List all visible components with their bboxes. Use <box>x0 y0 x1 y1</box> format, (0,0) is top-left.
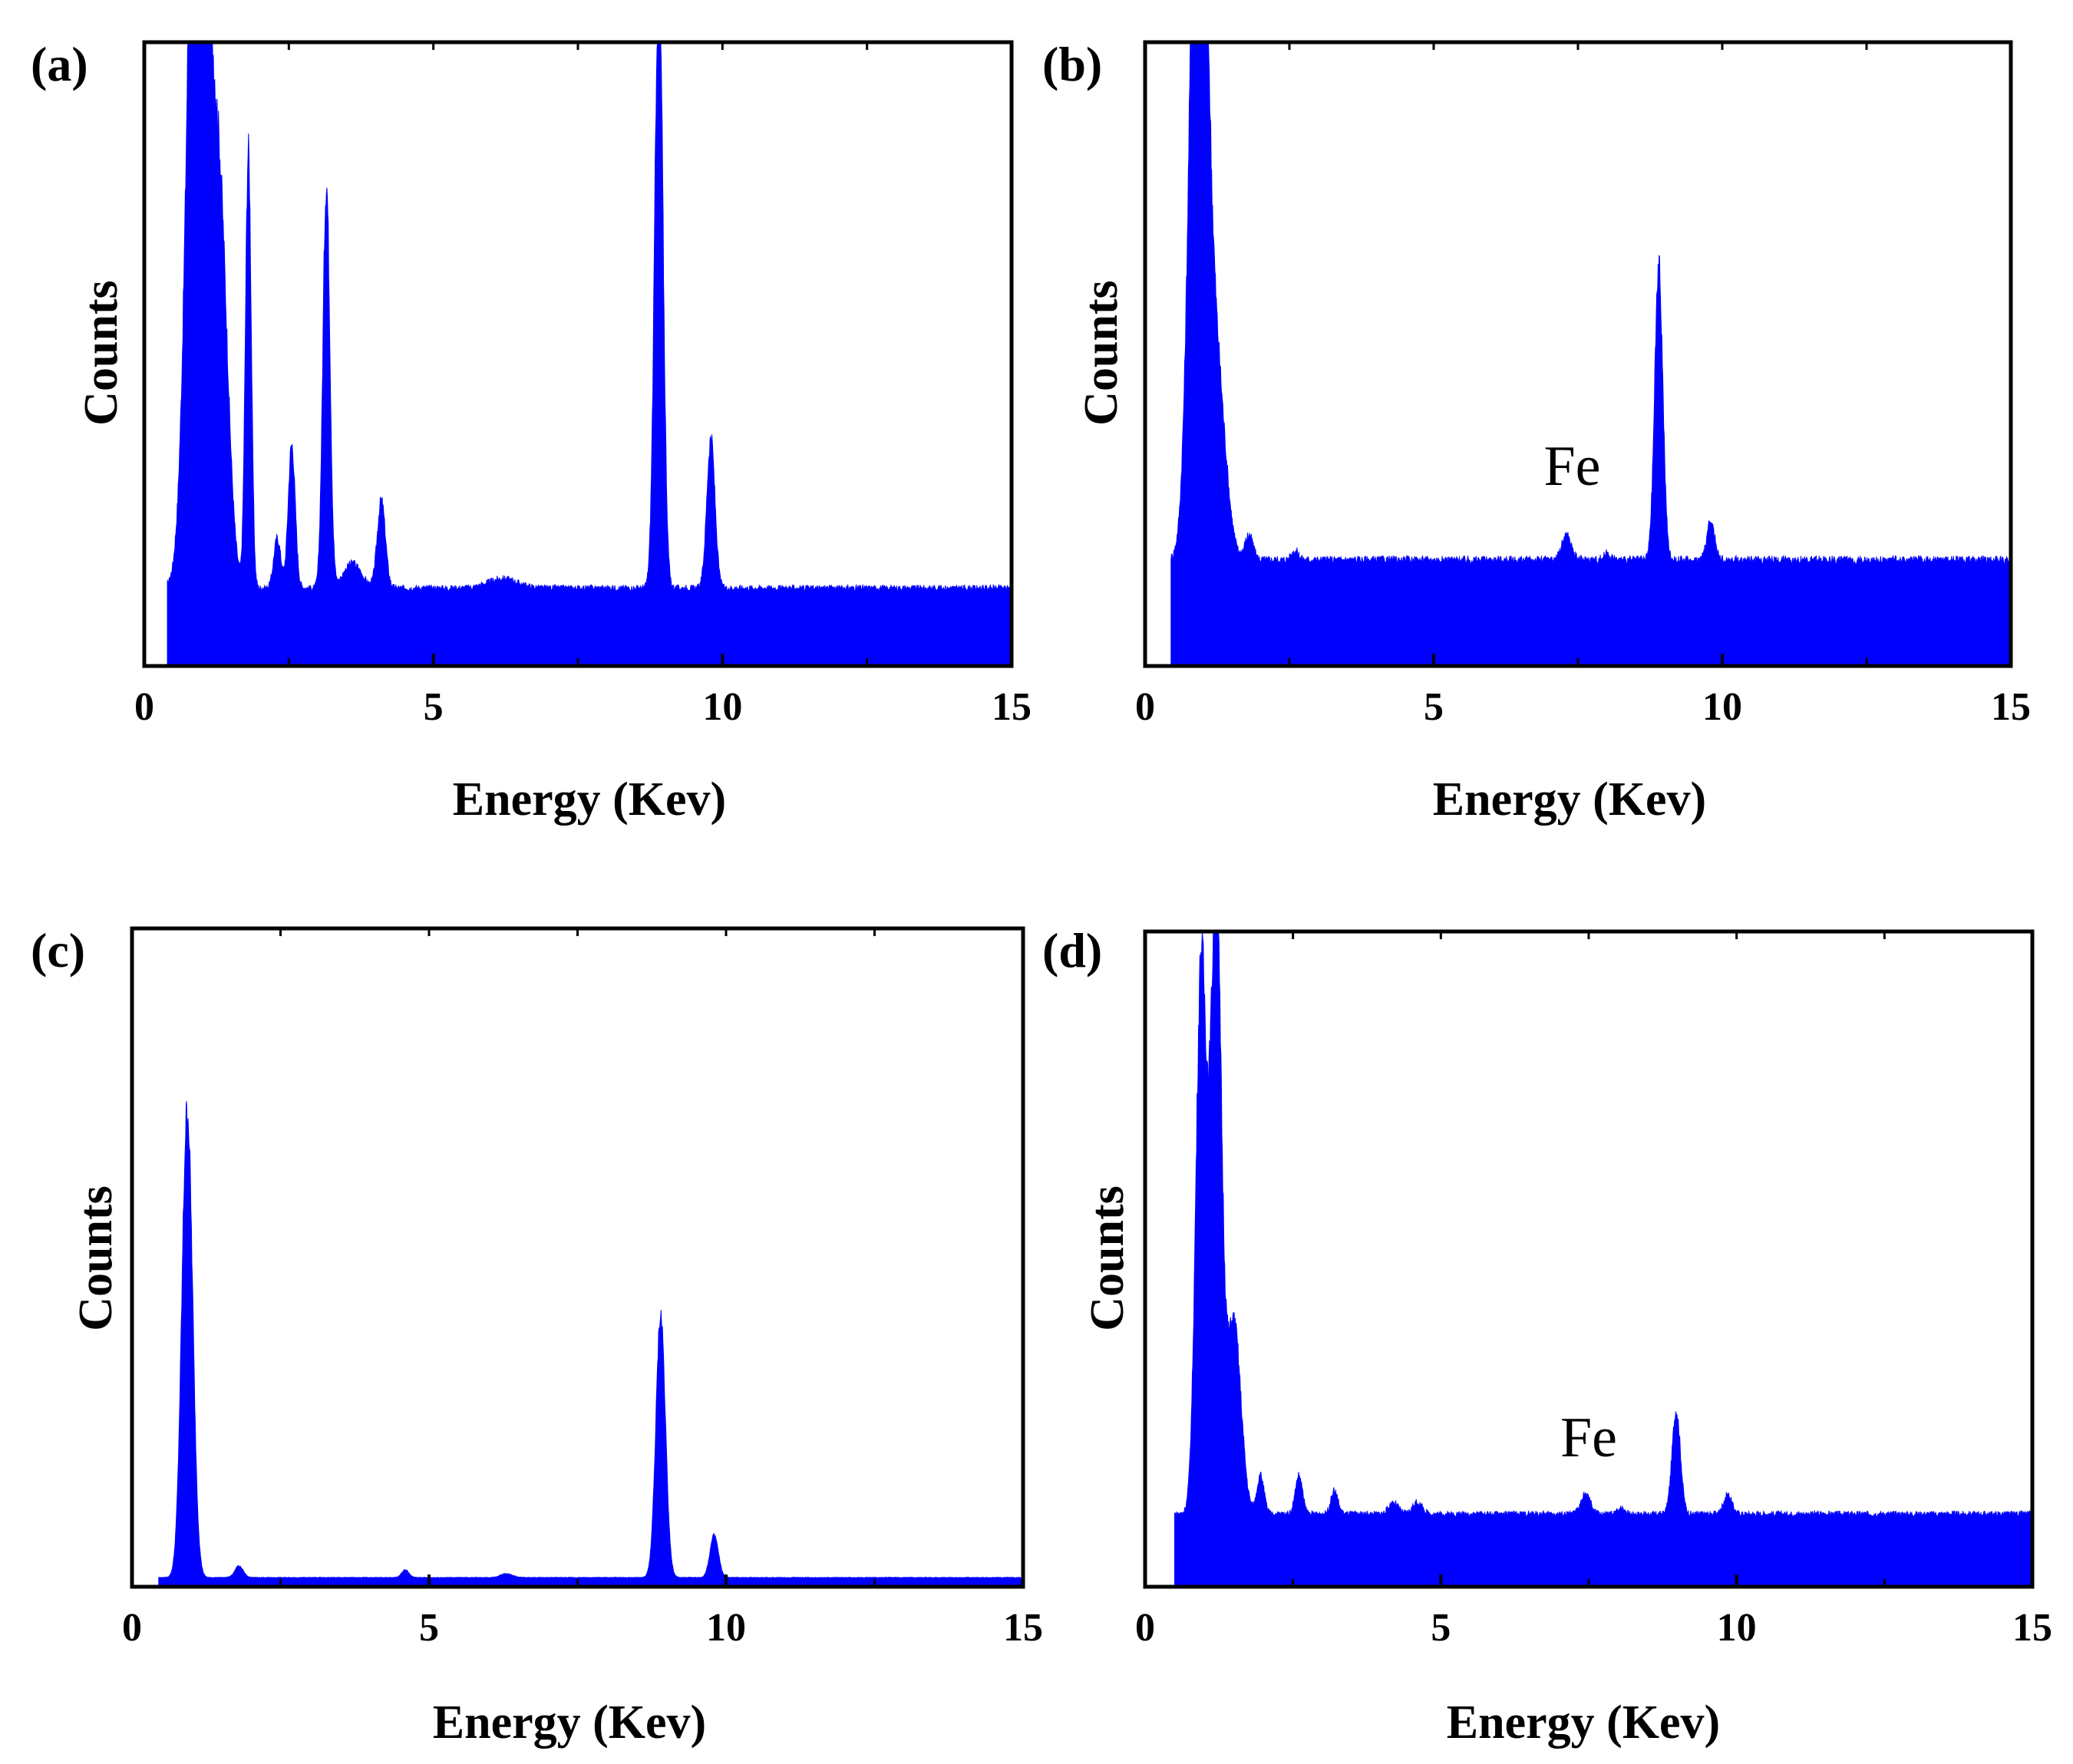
panel-d-x-tick-label-2: 10 <box>1717 1606 1757 1650</box>
panel-a-x-tick-label-2: 10 <box>702 685 742 729</box>
panel-c-x-axis-label: Energy (Kev) <box>433 1696 706 1749</box>
panel-b-x-ticks: 0 5 10 15 <box>1135 42 2031 729</box>
panel-b-label: (b) <box>1042 37 1102 91</box>
panel-a-x-tick-label-1: 5 <box>424 685 444 729</box>
panel-d-x-tick-label-0: 0 <box>1135 1606 1155 1650</box>
panel-c-label: (c) <box>31 923 85 978</box>
panel-b-y-axis-label: Counts <box>1075 280 1127 426</box>
panel-a-x-tick-label-3: 15 <box>992 685 1032 729</box>
panel-d-label: (d) <box>1042 923 1102 978</box>
panel-d-y-axis-label: Counts <box>1081 1185 1134 1331</box>
panel-a-x-axis-label: Energy (Kev) <box>453 773 726 826</box>
panel-d-x-ticks: 0 5 10 15 <box>1135 931 2052 1650</box>
panel-b-x-tick-label-3: 15 <box>1991 685 2031 729</box>
panel-d-x-tick-label-1: 5 <box>1431 1606 1451 1650</box>
panel-b-annotations: Fe <box>1543 435 1600 498</box>
panel-a-label: (a) <box>31 37 88 91</box>
panel-c-spectrum <box>158 1101 1024 1588</box>
panel-c-x-tick-label-1: 5 <box>419 1606 439 1650</box>
panel-b-spectrum <box>1170 41 2012 667</box>
panel-d: (d) Counts Energy (Kev) 0 5 10 15 Fe <box>1042 923 2052 1749</box>
panel-b-x-tick-label-2: 10 <box>1702 685 1742 729</box>
panel-b-x-tick-label-0: 0 <box>1135 685 1155 729</box>
panel-d-annotation-fe: Fe <box>1560 1406 1617 1469</box>
panel-a-x-ticks: 0 5 10 15 <box>134 42 1032 729</box>
panel-a-spectrum <box>167 41 1012 667</box>
panel-b: (b) Counts Energy (Kev) 0 5 10 15 Fe <box>1042 37 2031 826</box>
panel-c-x-ticks: 0 5 10 15 <box>122 928 1043 1650</box>
panel-a-x-tick-label-0: 0 <box>134 685 154 729</box>
panel-c-x-tick-label-2: 10 <box>706 1606 746 1650</box>
panel-c-y-axis-label: Counts <box>70 1185 122 1331</box>
panel-c-x-tick-label-0: 0 <box>122 1606 142 1650</box>
panel-b-annotation-fe: Fe <box>1543 435 1600 498</box>
panel-c-frame <box>130 926 1025 1589</box>
panel-b-x-tick-label-1: 5 <box>1424 685 1444 729</box>
panel-d-annotations: Fe <box>1560 1406 1617 1469</box>
panel-d-x-axis-label: Energy (Kev) <box>1447 1696 1720 1749</box>
panel-a-y-axis-label: Counts <box>75 280 127 426</box>
panel-c-x-tick-label-3: 15 <box>1003 1606 1043 1650</box>
panel-c: (c) Counts Energy (Kev) 0 5 10 15 <box>31 923 1043 1749</box>
panel-d-frame <box>1143 929 2035 1589</box>
panel-a: (a) Counts Energy (Kev) 0 5 10 15 <box>31 37 1032 826</box>
panel-d-x-tick-label-3: 15 <box>2012 1606 2052 1650</box>
panel-b-x-axis-label: Energy (Kev) <box>1433 773 1706 826</box>
panel-d-spectrum <box>1174 931 2033 1588</box>
